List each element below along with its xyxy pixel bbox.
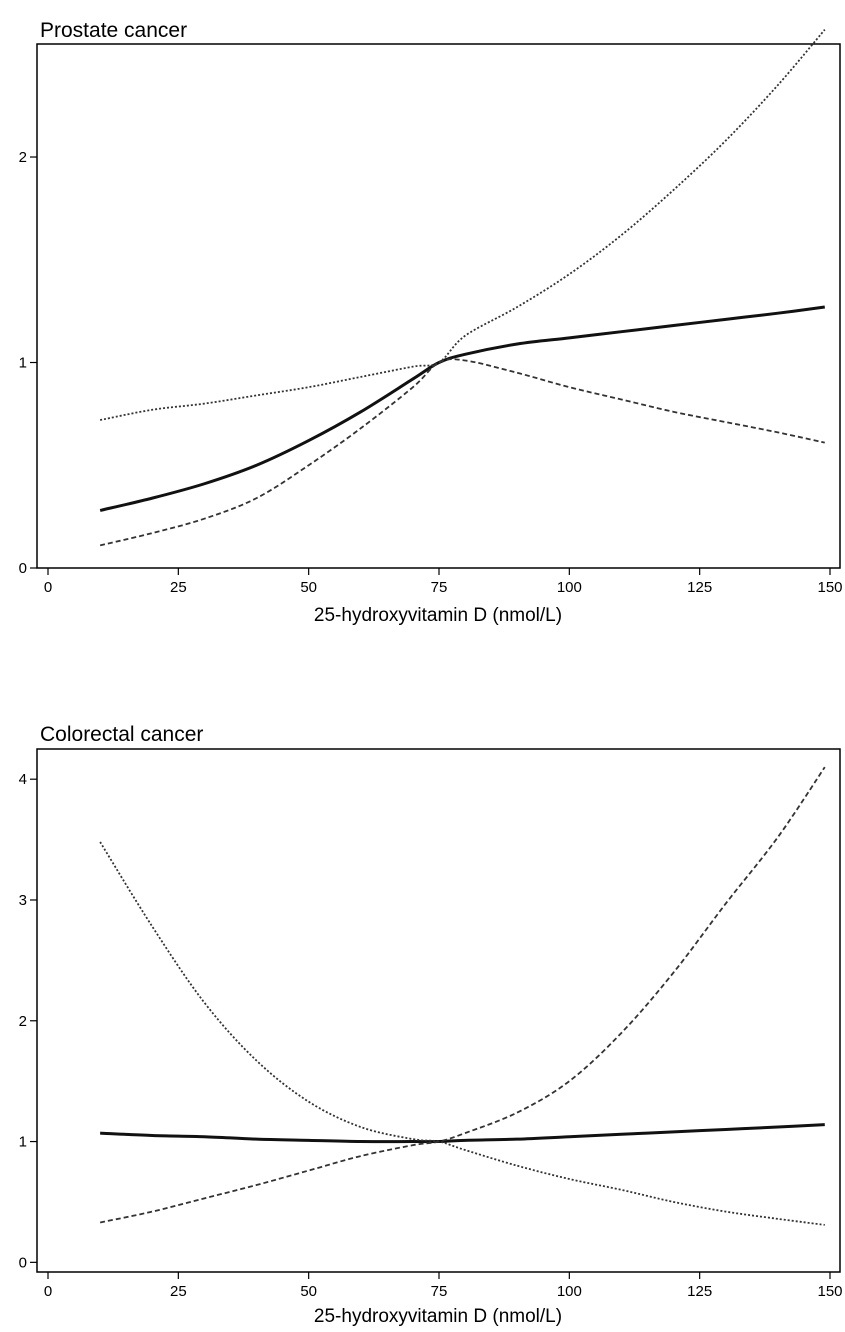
colorectal-cancer-panel: Colorectal cancer 0 25 50 75 100 125 150 0 1 2 3 4 … [0,712,845,1327]
y-tick-label: 1 [19,355,27,372]
x-tick-label: 50 [300,1283,317,1300]
chart-title: Colorectal cancer [40,723,203,746]
axes: 0 25 50 75 100 125 150 0 1 2 3 4 [19,771,843,1300]
series-line-dotted [99,841,825,1226]
y-tick-label: 3 [19,892,27,909]
series-line-dashed [99,766,826,1224]
series-line-dashed [99,358,825,547]
prostate-cancer-panel: Prostate cancer 0 25 50 75 100 125 150 0 1 2 25-h… [0,0,845,640]
series-line-solid [100,1123,825,1144]
x-tick-label: 0 [44,1283,52,1300]
series-line-dotted [99,29,826,421]
x-tick-label: 125 [687,579,712,596]
plot-frame [36,43,841,569]
x-tick-label: 100 [557,1283,582,1300]
series-layer [99,29,826,547]
x-tick-label: 75 [431,579,448,596]
x-tick-label: 125 [687,1283,712,1300]
colorectal-cancer-chart: Colorectal cancer 0 25 50 75 100 125 15001234 … [19,723,843,1327]
y-tick-label: 2 [19,1013,27,1030]
prostate-cancer-chart: Prostate cancer 0 25 50 75 100 125 150 0 1 2 25-h… [19,19,843,626]
x-tick-label: 150 [817,579,842,596]
plot-frame [36,748,841,1273]
series-line-solid [99,305,825,512]
x-tick-label: 50 [300,579,317,596]
x-axis-title: 25-hydroxyvitamin D (nmol/L) [314,1306,562,1327]
x-tick-label: 100 [557,579,582,596]
x-tick-label: 75 [431,1283,448,1300]
series-layer [99,766,826,1226]
y-tick-label: 0 [19,560,27,577]
axes: 0 25 50 75 100 125 150 0 1 2 [19,149,843,596]
chart-title: Prostate cancer [40,19,187,42]
x-tick-label: 25 [170,579,187,596]
x-tick-label: 0 [44,579,52,596]
y-tick-label: 1 [19,1134,27,1151]
x-tick-label: 25 [170,1283,187,1300]
y-tick-label: 4 [19,771,27,788]
y-tick-label: 0 [19,1254,27,1271]
y-tick-label: 2 [19,149,27,166]
x-axis-title: 25-hydroxyvitamin D (nmol/L) [314,605,562,626]
x-tick-label: 150 [817,1283,842,1300]
